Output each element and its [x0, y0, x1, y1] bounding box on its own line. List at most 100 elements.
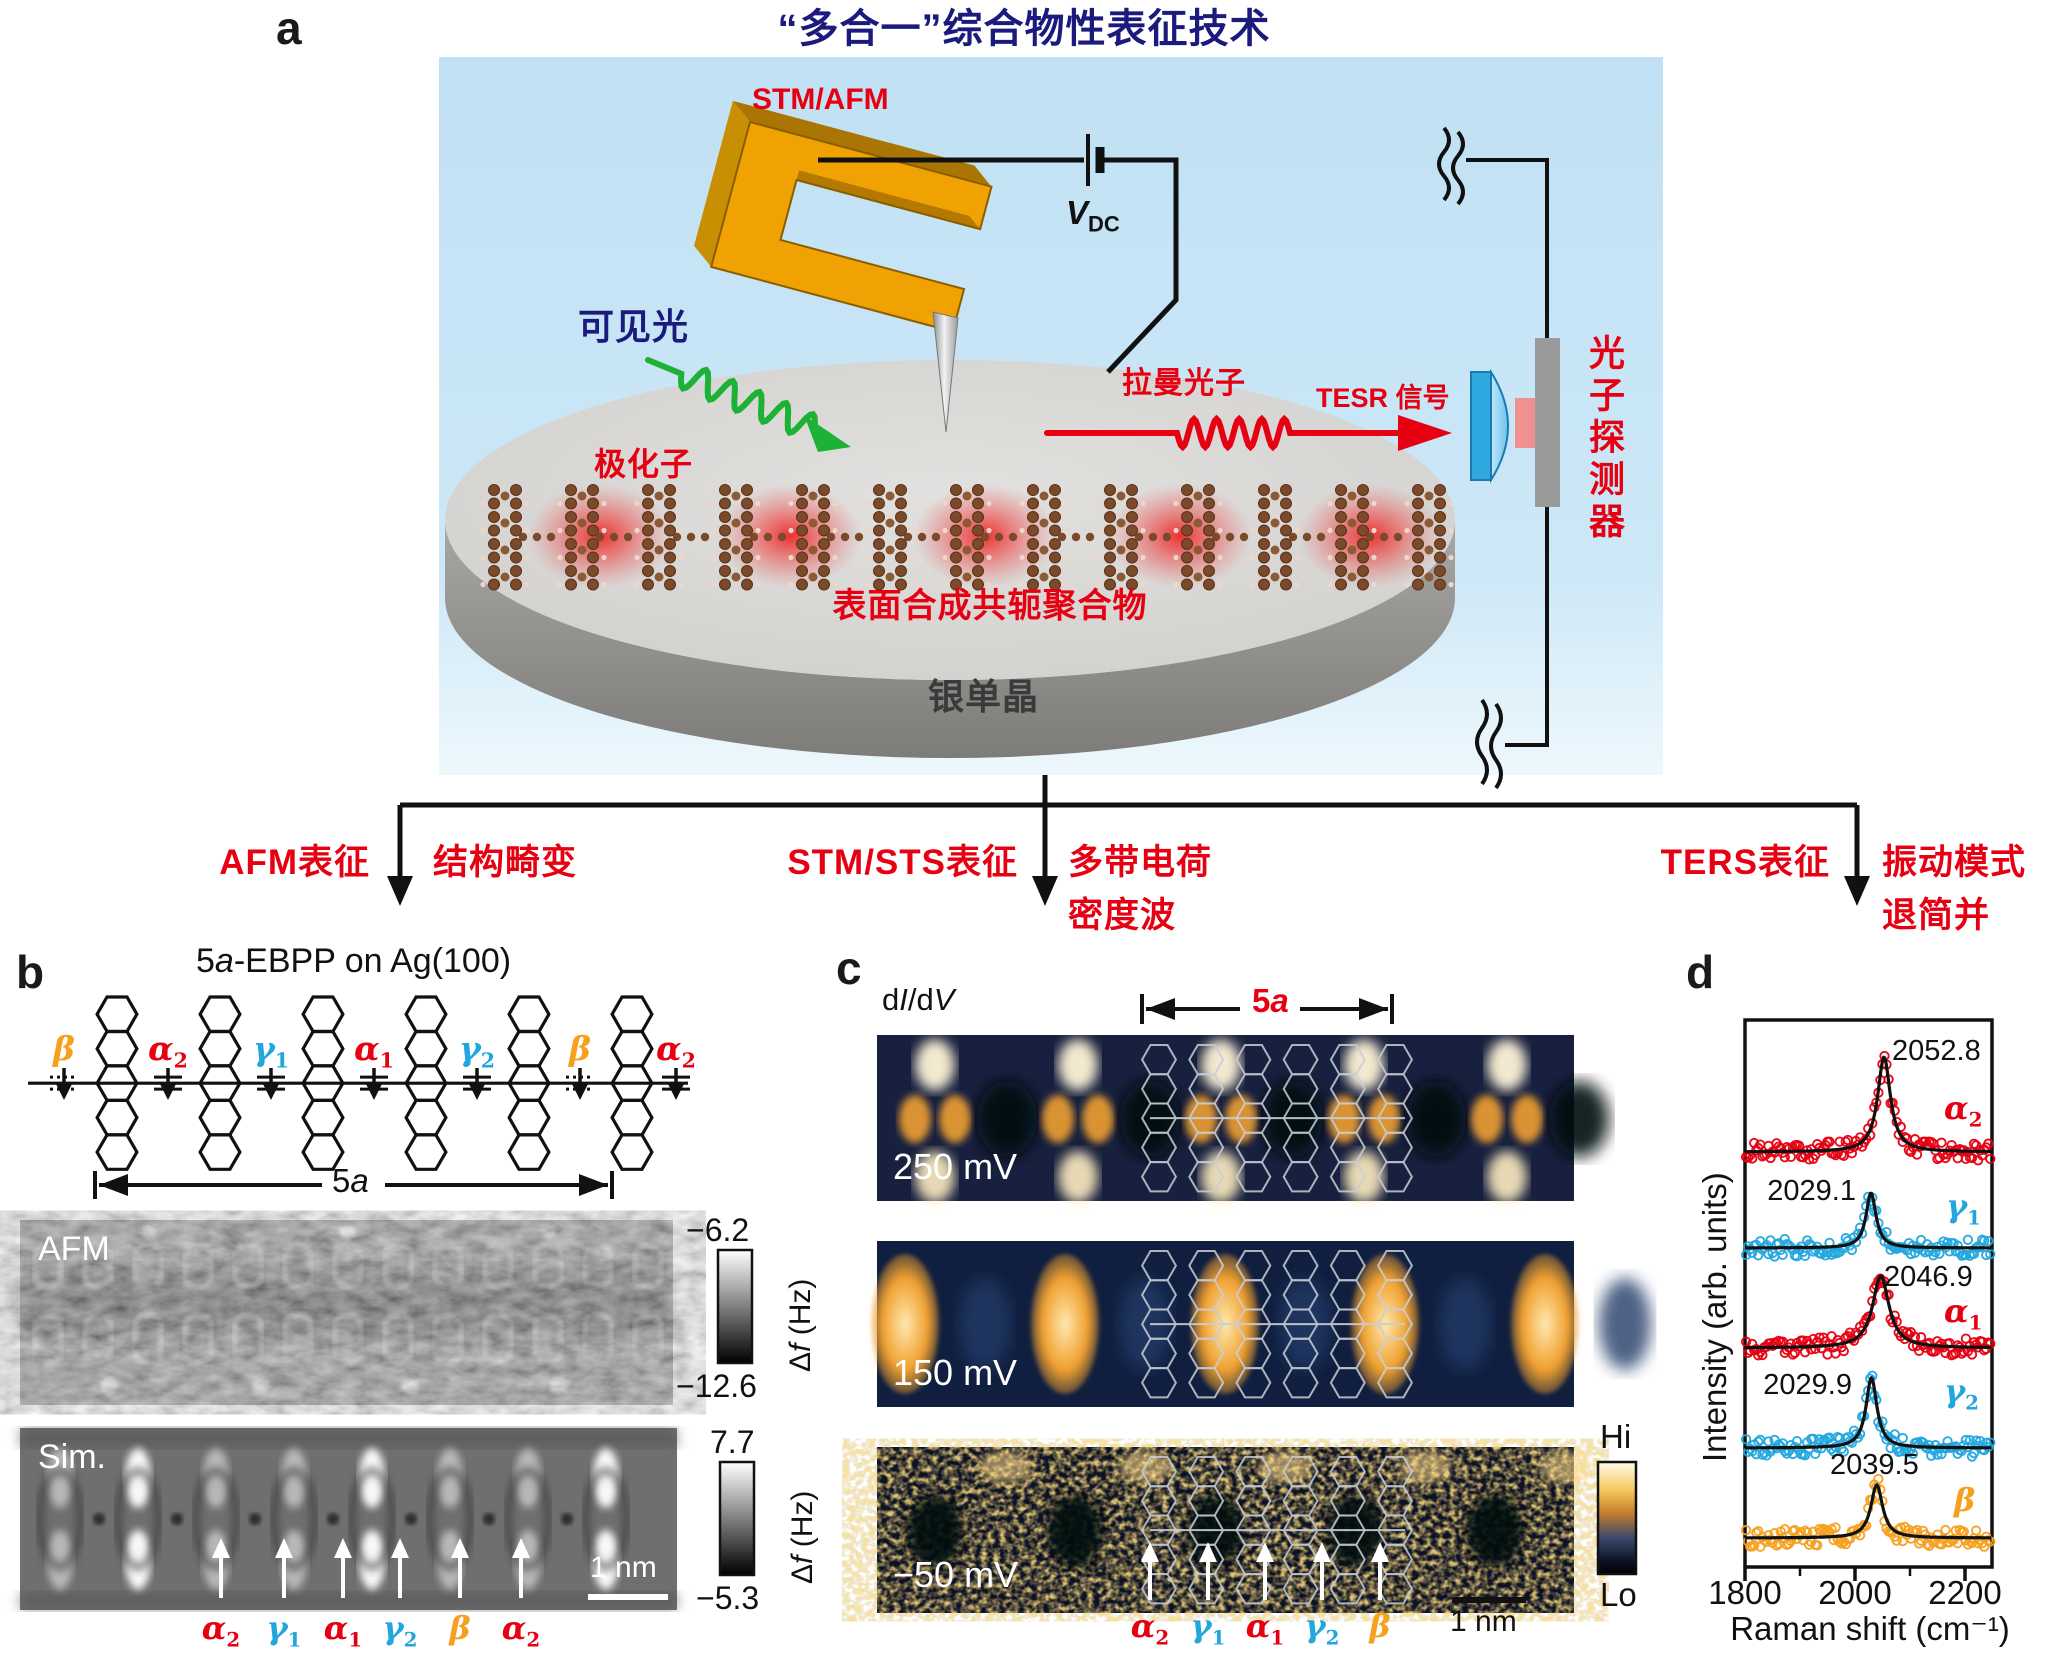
sim-scale-min: −5.3 — [696, 1580, 760, 1616]
sim-mode-label-β: β — [449, 1609, 471, 1647]
mode-label-β: β — [1954, 1481, 1976, 1519]
scalebar-line-sim — [588, 1594, 668, 1600]
flow-connector — [387, 775, 1870, 906]
vdc-label: VDC — [1066, 194, 1120, 237]
bond-label-β: β — [53, 1029, 75, 1068]
afm-scale-min: −12.6 — [676, 1368, 757, 1404]
panel-c-label: c — [836, 942, 862, 994]
sim-image — [20, 1428, 677, 1610]
branch-sts-method: STM/STS表征 — [787, 843, 1018, 882]
x-tick-2200: 2200 — [1928, 1574, 2002, 1611]
bias-250mv: 250 mV — [893, 1146, 1018, 1187]
tesr-signal-label: TESR 信号 — [1316, 383, 1450, 413]
raman-spectra-chart — [1740, 1018, 1996, 1581]
colorbar-lo: Lo — [1600, 1576, 1637, 1613]
bond-label-γ1: γ1 — [252, 1029, 290, 1073]
figure-title: “多合一”综合物性表征技术 — [777, 7, 1271, 51]
mode-label-γ2: γ2 — [1944, 1372, 1979, 1415]
mode-label-γ1: γ1 — [1946, 1187, 1981, 1230]
stm-afm-label: STM/AFM — [752, 83, 889, 116]
collection-lens-icon — [1470, 368, 1509, 484]
scalebar-text-c: 1 nm — [1450, 1605, 1517, 1638]
panel-a-label: a — [276, 2, 302, 54]
bond-label-α2: α2 — [656, 1029, 696, 1073]
sim-scale-unit: Δf (Hz) — [786, 1490, 819, 1584]
visible-light-arrow — [645, 357, 851, 452]
c-mode-label-α2: α2 — [1130, 1607, 1170, 1650]
raman-signal-arrow — [1044, 414, 1452, 452]
bias-150mv: 150 mV — [893, 1352, 1018, 1393]
afm-image-tag: AFM — [38, 1230, 110, 1268]
branch-ters-result-2: 退简并 — [1882, 896, 1991, 935]
raman-photon-label: 拉曼光子 — [1122, 367, 1246, 400]
bias-circuit-wire — [818, 157, 1179, 374]
detector-wire — [1466, 158, 1549, 747]
tuning-fork-sensor — [694, 100, 993, 333]
polymer-label: 表面合成共轭聚合物 — [832, 587, 1148, 625]
afm-scale-max: −6.2 — [686, 1212, 750, 1248]
sim-mode-label-α2: α2 — [201, 1609, 241, 1652]
c-mode-label-β: β — [1369, 1607, 1391, 1645]
molecular-structure — [28, 995, 690, 1171]
silver-crystal-side — [445, 520, 1455, 758]
battery-symbol — [1086, 134, 1105, 186]
sim-colorbar — [718, 1460, 756, 1577]
branch-sts-result-2: 密度波 — [1068, 896, 1177, 935]
x-tick-1800: 1800 — [1708, 1574, 1782, 1611]
dim-label-b: 5a — [332, 1162, 369, 1199]
afm-scale-unit: Δf (Hz) — [784, 1278, 817, 1372]
polymer-chain — [480, 484, 1454, 591]
sim-mode-label-α1: α1 — [323, 1609, 363, 1652]
afm-colorbar — [716, 1248, 754, 1365]
photon-detector-label: 光子探测器 — [1584, 334, 1625, 544]
panel-d-label: d — [1686, 946, 1715, 998]
didv-colorbar — [1596, 1460, 1638, 1576]
didv-label: dI/dV — [882, 982, 955, 1017]
wire-break-icon — [1437, 126, 1503, 790]
peak-label-2029.1: 2029.1 — [1767, 1175, 1856, 1207]
bond-label-α2: α2 — [148, 1029, 188, 1073]
sim-mode-label-γ2: γ2 — [382, 1609, 418, 1652]
dim-label-c: 5a — [1252, 982, 1289, 1019]
c-mode-label-α1: α1 — [1245, 1607, 1285, 1650]
branch-afm-method: AFM表征 — [219, 843, 370, 882]
detector-sensor-chip — [1515, 398, 1535, 448]
sim-scale-max: 7.7 — [710, 1424, 755, 1460]
peak-label-2052.8: 2052.8 — [1892, 1035, 1981, 1067]
x-axis-label: Raman shift (cm⁻¹) — [1730, 1610, 2010, 1647]
branch-afm-result: 结构畸变 — [433, 843, 578, 882]
branch-sts-result-1: 多带电荷 — [1068, 843, 1213, 882]
sim-image-tag: Sim. — [38, 1438, 106, 1476]
unit-cell-dimension-c — [1140, 994, 1394, 1024]
sim-mode-label-α2: α2 — [501, 1609, 541, 1652]
polaron-label: 极化子 — [594, 446, 694, 482]
bond-label-γ2: γ2 — [458, 1029, 496, 1073]
peak-label-2046.9: 2046.9 — [1884, 1261, 1973, 1293]
photon-detector-bar — [1535, 338, 1560, 507]
peak-label-2039.5: 2039.5 — [1830, 1449, 1919, 1481]
stm-tip — [932, 311, 959, 433]
branch-ters-result-1: 振动模式 — [1882, 843, 2027, 882]
peak-label-2029.9: 2029.9 — [1763, 1369, 1852, 1401]
afm-image — [20, 1220, 673, 1405]
bond-label-α1: α1 — [354, 1029, 394, 1073]
panel-b-title: 5a-EBPP on Ag(100) — [196, 942, 512, 980]
c-mode-label-γ2: γ2 — [1304, 1607, 1340, 1650]
didv-maps — [871, 1035, 1651, 1613]
schematic-panel — [387, 57, 1870, 906]
mode-label-α2: α2 — [1944, 1089, 1983, 1132]
scalebar-text-sim: 1 nm — [590, 1551, 657, 1584]
substrate-label: 银单晶 — [928, 676, 1040, 717]
c-mode-label-γ1: γ1 — [1190, 1607, 1226, 1650]
branch-ters-method: TERS表征 — [1660, 843, 1830, 882]
scalebar-line-c — [1452, 1597, 1526, 1603]
sim-mode-label-γ1: γ1 — [266, 1609, 302, 1652]
bias-minus50mv: −50 mV — [893, 1554, 1019, 1595]
y-axis-label: Intensity (arb. units) — [1696, 1172, 1733, 1462]
visible-light-label: 可见光 — [578, 306, 690, 347]
colorbar-hi: Hi — [1600, 1418, 1632, 1455]
unit-cell-dimension-b — [93, 1171, 614, 1199]
panel-b-label: b — [16, 946, 45, 998]
